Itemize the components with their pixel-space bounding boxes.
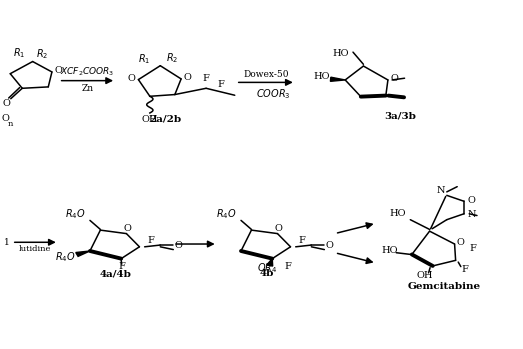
Text: F: F (299, 236, 305, 245)
Text: 2a/2b: 2a/2b (150, 114, 181, 124)
Text: $R_4O$: $R_4O$ (54, 250, 75, 264)
Text: $R_4O$: $R_4O$ (216, 207, 237, 221)
Text: F: F (147, 236, 154, 245)
Text: lutidine: lutidine (19, 245, 51, 253)
Text: F: F (217, 80, 224, 89)
Text: O: O (184, 73, 192, 82)
Text: $R_2$: $R_2$ (36, 48, 48, 61)
Text: $R_1$: $R_1$ (139, 52, 151, 66)
Text: O: O (175, 241, 183, 250)
Text: HO: HO (333, 49, 349, 58)
Polygon shape (267, 259, 272, 266)
Text: F: F (203, 74, 210, 83)
Text: $OR_4$: $OR_4$ (257, 261, 277, 275)
Text: OH: OH (417, 271, 433, 280)
Text: F: F (285, 262, 291, 271)
Text: O: O (2, 114, 9, 124)
Text: F: F (469, 244, 476, 253)
Text: O: O (390, 74, 398, 83)
Text: Dowex-50: Dowex-50 (243, 70, 289, 79)
Text: n: n (8, 120, 14, 128)
Text: O: O (457, 238, 465, 247)
Text: F: F (462, 265, 469, 274)
Text: 4b: 4b (260, 269, 274, 278)
Polygon shape (331, 77, 345, 81)
Text: $COOR_3$: $COOR_3$ (256, 88, 290, 102)
Text: $R_4O$: $R_4O$ (65, 207, 86, 221)
Text: HO: HO (381, 246, 397, 255)
Text: F: F (119, 262, 126, 271)
Text: O: O (275, 223, 282, 232)
Text: $R_1$: $R_1$ (14, 46, 26, 60)
Text: 3a/3b: 3a/3b (384, 112, 416, 121)
Text: $XCF_2COOR_3$: $XCF_2COOR_3$ (60, 66, 115, 78)
Text: Zn: Zn (81, 84, 94, 93)
Text: O: O (128, 74, 135, 83)
Text: O: O (123, 223, 131, 232)
Text: O: O (3, 99, 10, 109)
Text: 4a/4b: 4a/4b (100, 269, 132, 278)
Text: N: N (468, 210, 476, 219)
Text: $R_2$: $R_2$ (166, 51, 178, 65)
Text: N: N (436, 186, 445, 195)
Text: Gemcitabine: Gemcitabine (407, 282, 481, 291)
Text: O: O (54, 66, 62, 75)
Polygon shape (76, 251, 90, 257)
Text: O: O (468, 196, 476, 205)
Text: HO: HO (313, 72, 330, 81)
Text: HO: HO (389, 209, 405, 218)
Text: 1: 1 (4, 238, 9, 247)
Text: O: O (326, 241, 334, 250)
Text: OH: OH (142, 115, 158, 124)
